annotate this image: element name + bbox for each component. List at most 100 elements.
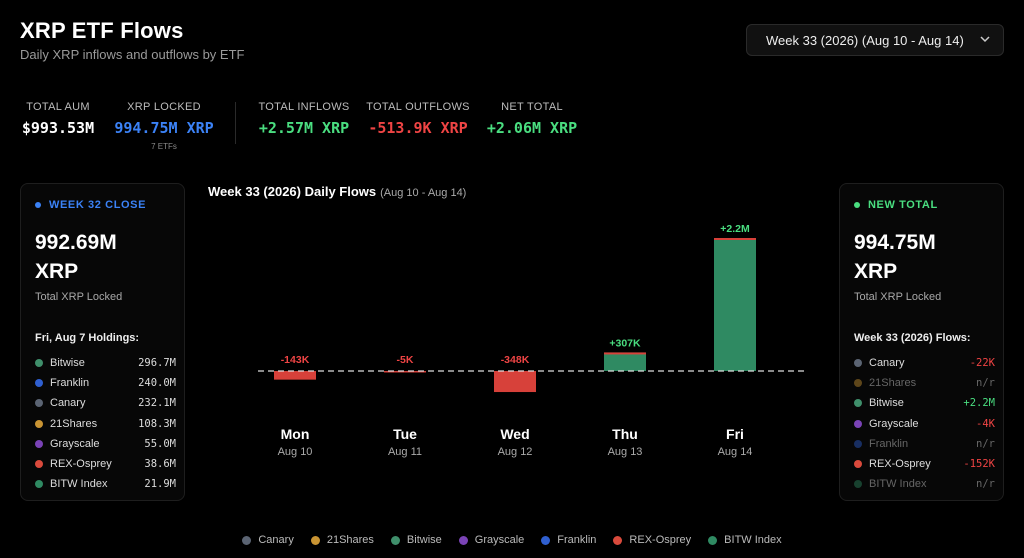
etf-name: REX-Osprey <box>50 458 112 471</box>
panel-heading: Fri, Aug 7 Holdings: <box>35 332 140 344</box>
bar-top-edge <box>604 352 646 355</box>
panel-tag-label: WEEK 32 CLOSE <box>49 199 147 211</box>
tick-label-day: Mon <box>281 426 310 442</box>
stat-total-inflows: TOTAL INFLOWS +2.57M XRP <box>256 101 352 137</box>
legend-item: REX-Osprey <box>613 534 691 546</box>
etf-color-swatch <box>35 439 43 448</box>
etf-name: Canary <box>50 397 86 410</box>
legend-label: Bitwise <box>406 534 442 546</box>
etf-value: -22K <box>969 357 995 370</box>
stat-net-total: NET TOTAL +2.06M XRP <box>484 101 580 137</box>
chart-title-text: Week 33 (2026) Daily Flows <box>208 184 377 199</box>
stat-total-aum: TOTAL AUM $993.53M <box>20 101 96 137</box>
flow-row: BITW Index n/r <box>854 474 995 494</box>
legend-item: Grayscale <box>458 534 524 546</box>
etf-value: n/r <box>976 478 995 491</box>
etf-color-swatch <box>854 439 862 448</box>
panel-tag: WEEK 32 CLOSE <box>35 199 146 211</box>
stat-value: +2.06M XRP <box>486 119 578 137</box>
etf-name: Bitwise <box>869 397 904 410</box>
holding-row: BITW Index 21.9M <box>35 474 176 494</box>
week-select-value: Week 33 (2026) (Aug 10 - Aug 14) <box>766 32 964 48</box>
legend-swatch <box>708 535 718 545</box>
chart-legend: Canary 21Shares Bitwise Grayscale Franklin RE… <box>0 534 1024 546</box>
legend-label: REX-Osprey <box>629 534 692 546</box>
etf-name: REX-Osprey <box>869 458 931 471</box>
stat-value: -513.9K XRP <box>368 119 468 137</box>
panel-heading: Week 33 (2026) Flows: <box>854 332 971 344</box>
etf-color-swatch <box>854 379 862 388</box>
etf-name: BITW Index <box>869 478 927 491</box>
panel-tag: NEW TOTAL <box>854 199 938 211</box>
bar-thu <box>604 352 646 371</box>
page-subtitle: Daily XRP inflows and outflows by ETF <box>20 47 245 62</box>
daily-flows-chart: -143K Mon Aug 10 -5K Tue Aug 11 -348K Wed Aug 12… <box>258 223 808 458</box>
panel-total-value: 994.75M <box>854 231 936 254</box>
legend-label: BITW Index <box>724 534 782 546</box>
stat-value: 994.75M XRP <box>114 119 214 137</box>
etf-value: 21.9M <box>144 478 176 491</box>
etf-value: 55.0M <box>144 437 176 450</box>
etf-name: Franklin <box>869 437 909 450</box>
tick-label-date: Aug 12 <box>498 446 533 458</box>
flow-row: REX-Osprey -152K <box>854 454 995 474</box>
stat-label: TOTAL AUM <box>26 101 90 113</box>
legend-item: Bitwise <box>390 534 442 546</box>
bar-wed <box>494 371 536 393</box>
panel-total-unit: XRP <box>35 260 79 283</box>
legend-item: Canary <box>242 534 294 546</box>
etf-color-swatch <box>35 480 43 489</box>
holding-row: Bitwise 296.7M <box>35 353 176 373</box>
etf-color-swatch <box>854 359 862 368</box>
bar-fri <box>714 238 756 371</box>
data-label: -5K <box>397 354 414 366</box>
legend-swatch <box>390 535 400 545</box>
week-select[interactable]: Week 33 (2026) (Aug 10 - Aug 14) <box>746 24 1004 56</box>
panel-total: 994.75M XRP <box>854 228 994 286</box>
bar-tue <box>384 371 426 373</box>
etf-color-swatch <box>854 419 862 428</box>
etf-name: Bitwise <box>50 357 85 370</box>
etf-value: 296.7M <box>138 357 176 370</box>
stat-divider <box>235 102 236 144</box>
etf-color-swatch <box>35 460 43 469</box>
flow-row: 21Shares n/r <box>854 373 995 393</box>
flow-row: Franklin n/r <box>854 434 995 454</box>
tick-label-day: Thu <box>612 426 638 442</box>
panel-sub: Total XRP Locked <box>854 291 942 303</box>
etf-name: 21Shares <box>50 417 98 430</box>
etf-name: Grayscale <box>50 437 100 450</box>
etf-value: -152K <box>963 458 995 471</box>
panel-total-value: 992.69M <box>35 231 117 254</box>
new-total-panel: NEW TOTAL 994.75M XRP Total XRP Locked W… <box>839 183 1004 501</box>
stat-total-outflows: TOTAL OUTFLOWS -513.9K XRP <box>366 101 470 137</box>
legend-swatch <box>541 535 551 545</box>
etf-value: 108.3M <box>138 417 176 430</box>
tick-label-date: Aug 10 <box>278 446 313 458</box>
stat-value: +2.57M XRP <box>258 119 350 137</box>
etf-name: Grayscale <box>869 417 919 430</box>
panel-total: 992.69M XRP <box>35 228 175 286</box>
flow-row: Canary -22K <box>854 353 995 373</box>
legend-swatch <box>242 535 252 545</box>
tick-label-date: Aug 14 <box>718 446 753 458</box>
data-label: +2.2M <box>720 223 750 235</box>
etf-color-swatch <box>35 419 43 428</box>
panel-tag-label: NEW TOTAL <box>868 199 938 211</box>
holding-row: Franklin 240.0M <box>35 373 176 393</box>
etf-value: 38.6M <box>144 458 176 471</box>
etf-color-swatch <box>35 399 43 408</box>
flow-row: Grayscale -4K <box>854 414 995 434</box>
legend-label: 21Shares <box>326 534 374 546</box>
stat-label: XRP LOCKED <box>127 101 201 113</box>
etf-value: 232.1M <box>138 397 176 410</box>
flow-row: Bitwise +2.2M <box>854 393 995 413</box>
panel-sub: Total XRP Locked <box>35 291 123 303</box>
status-dot <box>35 202 41 208</box>
etf-name: 21Shares <box>869 377 917 390</box>
data-label: +307K <box>609 337 641 349</box>
tick-label-day: Tue <box>393 426 417 442</box>
holdings-list: Bitwise 296.7M Franklin 240.0M Canary 232.1M 2… <box>35 353 176 494</box>
etf-value: -4K <box>976 417 995 430</box>
panel-total-unit: XRP <box>854 260 898 283</box>
